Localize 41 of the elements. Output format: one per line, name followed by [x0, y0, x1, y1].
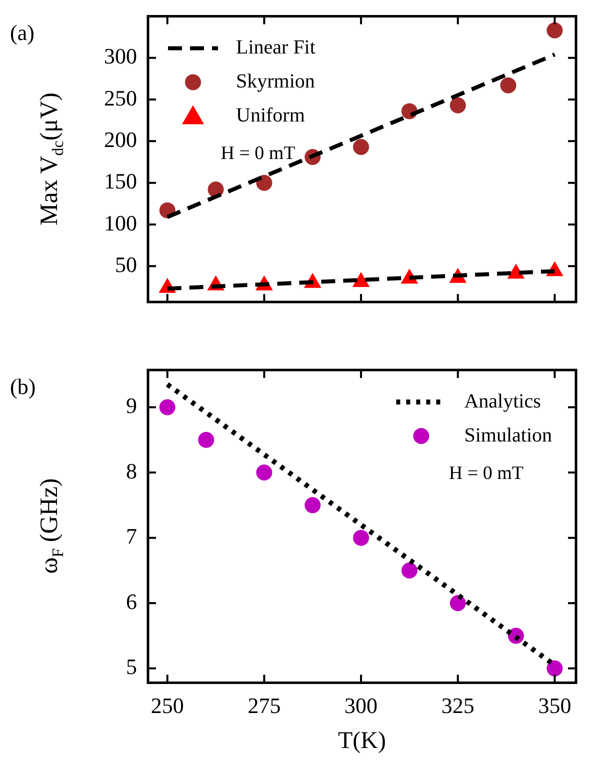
y-tick-label: 6	[126, 588, 137, 614]
point	[198, 432, 214, 448]
point	[401, 562, 418, 578]
legend-label: Analytics	[464, 390, 542, 412]
legend-label: Uniform	[236, 104, 306, 126]
point	[352, 272, 370, 288]
point	[500, 77, 516, 94]
x-tick-label: 350	[538, 692, 572, 718]
y-tick-label: 9	[126, 393, 137, 418]
y-tick-label: 5	[126, 654, 137, 680]
text: (b)	[10, 374, 36, 399]
point	[304, 497, 321, 514]
legend-label: Skyrmion	[236, 70, 315, 92]
text: (a)	[10, 20, 34, 45]
point	[353, 530, 370, 546]
point	[450, 595, 466, 612]
x-axis-title: T(K)	[338, 728, 386, 754]
y-tick-label: 50	[115, 252, 137, 277]
y-tick-label: 150	[104, 168, 137, 194]
point	[353, 139, 370, 156]
y-tick-label: 200	[104, 126, 137, 152]
legend-label: Linear Fit	[236, 36, 316, 58]
point	[507, 264, 525, 279]
y-tick-label: 7	[126, 524, 137, 549]
point	[256, 464, 272, 481]
legend-label: Simulation	[464, 424, 552, 446]
x-tick-label: 325	[441, 692, 474, 718]
x-tick-label: 275	[248, 692, 281, 718]
x-tick-label: 250	[150, 692, 184, 718]
y-tick-label: 250	[104, 85, 137, 110]
annotation: H = 0 mT	[448, 462, 524, 484]
point	[256, 174, 272, 191]
point	[159, 399, 176, 416]
y-tick-label: 8	[126, 458, 137, 484]
y-tick-label: 300	[104, 44, 137, 69]
point	[546, 660, 563, 676]
point	[450, 97, 466, 114]
point	[546, 22, 563, 38]
y-tick-label: 100	[104, 210, 137, 236]
x-tick-label: 300	[344, 692, 378, 718]
annotation: H = 0 mT	[220, 143, 296, 164]
